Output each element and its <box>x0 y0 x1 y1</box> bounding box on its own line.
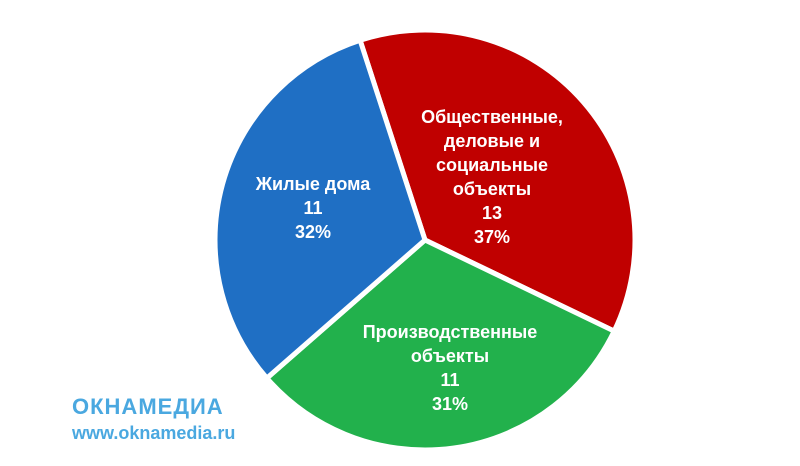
watermark-brand: ОКНАМЕДИА <box>72 394 224 419</box>
slice-label: Жилые дома <box>255 174 371 194</box>
slice-label: объекты <box>411 346 489 366</box>
slice-percent: 37% <box>474 227 510 247</box>
pie-slice <box>356 27 638 335</box>
slice-label: деловые и <box>444 131 540 151</box>
pie-slice <box>212 37 428 382</box>
slice-value: 11 <box>303 198 322 218</box>
slice-label: социальные <box>436 155 548 175</box>
watermark-url: www.oknamedia.ru <box>71 423 235 443</box>
pie-slice <box>263 237 618 453</box>
slice-percent: 32% <box>295 222 331 242</box>
slice-label: Общественные, <box>421 107 563 127</box>
slice-value: 11 <box>440 370 459 390</box>
slice-label: Производственные <box>363 322 538 342</box>
slice-label: объекты <box>453 179 531 199</box>
slice-percent: 31% <box>432 394 468 414</box>
slice-value: 13 <box>482 203 502 223</box>
